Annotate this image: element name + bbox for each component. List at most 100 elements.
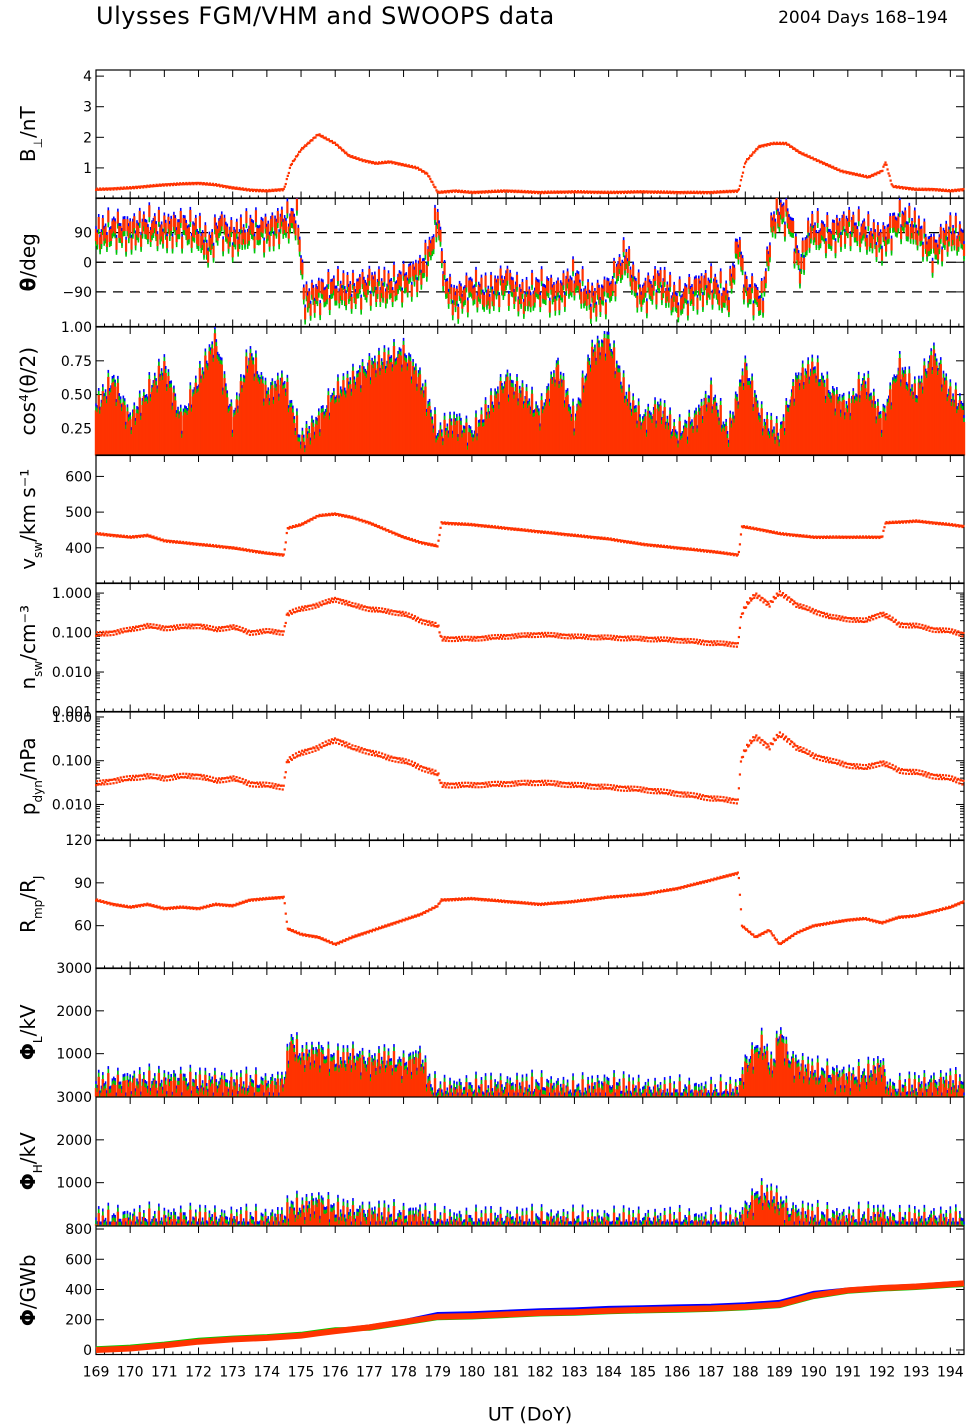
data-point-bperp [168,184,172,187]
data-point-bperp [174,183,178,186]
data-point-bperp [492,190,495,194]
data-point-bperp [431,180,434,184]
data-point-bperp [145,186,148,189]
data-point-bperp [854,173,857,177]
data-point-bperp [121,187,124,190]
data-point-bperp [308,141,311,145]
data-point-bperp [131,185,135,189]
data-point-bperp [751,153,754,156]
data-point-bperp [885,163,888,166]
data-point-bperp [958,189,961,192]
data-point-bperp [288,166,291,170]
data-point-bperp [493,189,497,192]
data-point-bperp [250,188,254,191]
data-point-bperp [957,188,960,191]
data-point-bperp [838,168,841,171]
y-tick-label-cos4: 0.50 [61,388,92,404]
data-point-bperp [191,181,194,185]
data-point-bperp [456,190,460,194]
data-point-bperp [582,190,586,193]
data-point-bperp [340,147,343,150]
data-point-bperp [906,187,910,190]
data-point-bperp [704,190,708,194]
data-point-bperp [416,166,420,169]
data-point-bperp [523,189,526,193]
data-point-bperp [691,191,694,194]
data-point-bperp [918,187,921,190]
data-point-bperp [476,190,479,193]
data-point-bperp [602,191,605,195]
data-point-bperp [917,188,920,191]
data-point-bperp [357,157,360,160]
data-point-bperp [470,190,473,193]
data-point-bperp [407,164,410,167]
data-point-bperp [911,188,914,191]
data-point-bperp [227,185,230,188]
data-point-bperp [649,191,652,194]
data-point-bperp [635,191,638,194]
data-point-bperp [519,190,522,194]
data-point-bperp [658,191,662,194]
y-tick-label-cos4: 0.75 [61,354,92,370]
data-point-bperp [464,190,467,193]
data-point-bperp [228,186,231,190]
data-point-bperp [622,191,626,195]
data-point-bperp [814,158,817,161]
data-point-bperp [709,192,712,195]
data-point-bperp [817,159,820,162]
data-point-bperp [396,162,399,165]
data-point-bperp [443,190,446,193]
data-point-bperp [118,188,121,191]
data-point-bperp [788,143,791,146]
data-point-bperp [669,190,672,193]
data-point-bperp [234,187,237,190]
data-point-bperp [543,191,546,195]
data-point-bperp [429,177,432,181]
data-point-bperp [844,170,847,173]
data-point-bperp [897,185,900,188]
data-point-bperp [882,165,885,168]
data-point-bperp [509,189,512,192]
data-point-bperp [661,191,665,194]
data-point-bperp [247,188,250,191]
data-point-bperp [569,191,572,194]
data-point-bperp [841,169,844,172]
data-point-bperp [719,190,722,193]
data-point-bperp [864,174,868,177]
data-point-bperp [102,187,105,190]
data-point-bperp [731,189,734,192]
data-point-bperp [324,136,327,139]
data-point-bperp [342,148,345,152]
data-point-bperp [410,164,413,168]
data-point-bperp [791,145,794,149]
data-point-bperp [676,192,679,195]
data-point-bperp [128,186,132,189]
data-point-bperp [875,173,878,176]
data-point-bperp [526,190,529,193]
data-point-bperp [489,191,492,194]
data-point-bperp [639,190,642,193]
data-point-bperp [940,189,943,192]
data-point-bperp [516,190,519,194]
data-point-bperp [477,191,480,195]
y-tick-label-bperp: 1 [83,161,92,177]
data-point-bperp [99,187,102,190]
data-point-bperp [706,192,709,195]
data-point-bperp [343,150,346,153]
data-point-bperp [825,163,829,166]
data-point-bperp [778,141,782,144]
data-point-bperp [586,190,589,193]
data-point-bperp [440,190,443,193]
data-point-bperp [300,148,303,151]
y-tick-label-bperp: 3 [83,100,92,116]
data-point-bperp [888,174,891,177]
data-point-bperp [612,190,615,193]
data-point-bperp [808,155,811,158]
data-point-bperp [951,188,954,192]
data-point-bperp [432,183,435,186]
data-point-bperp [924,187,927,190]
panel-frame-bperp [95,69,965,200]
data-point-bperp [336,144,340,147]
y-tick-label-theta: −90 [62,285,92,301]
data-point-bperp [743,162,747,165]
